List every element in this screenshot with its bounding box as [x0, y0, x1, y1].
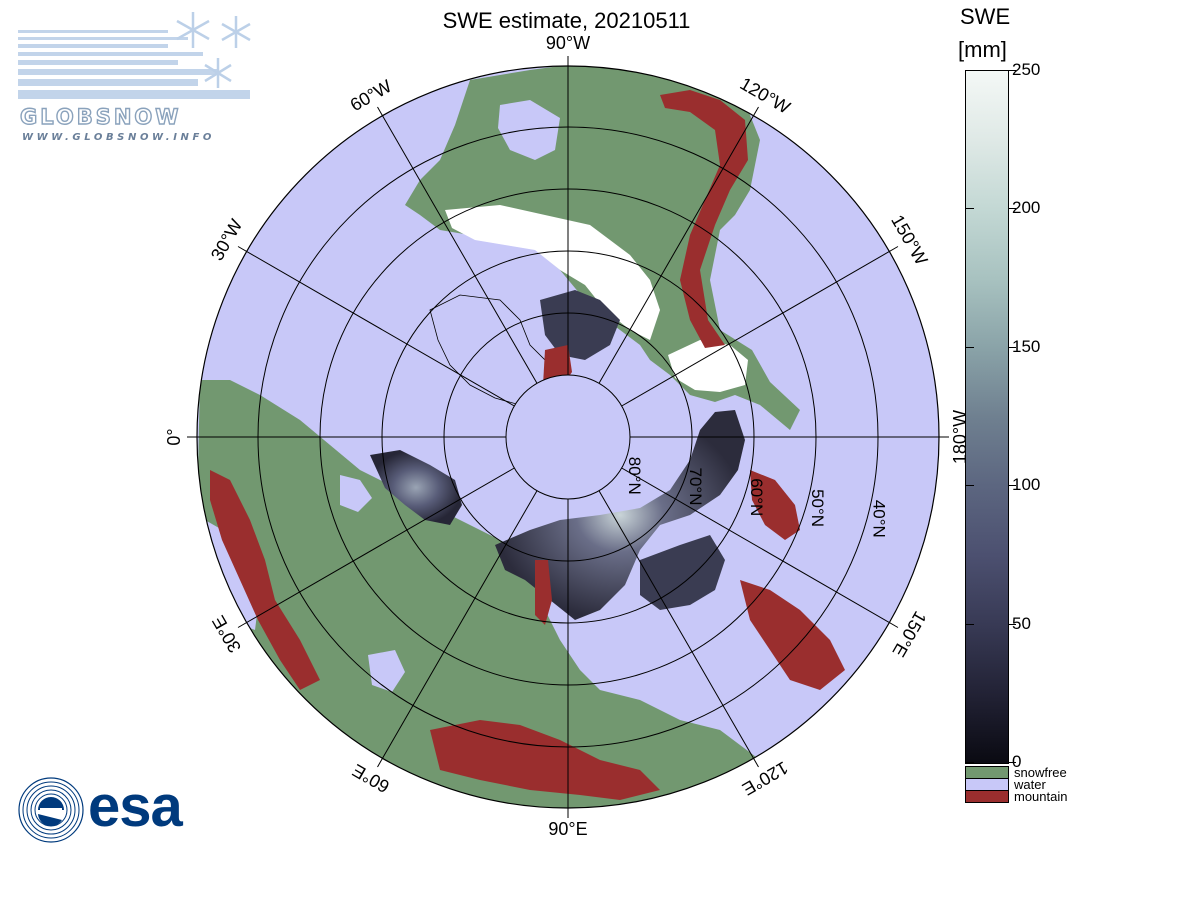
- graticule: [187, 56, 949, 818]
- colorbar-unit: [mm]: [958, 37, 1007, 62]
- longitude-label: 60°E: [349, 760, 393, 797]
- longitude-label: 30°E: [208, 612, 245, 656]
- map-disk: [197, 66, 939, 808]
- snowflake-icon: [176, 12, 251, 88]
- meridian-line: [377, 106, 538, 384]
- hudson-bay: [498, 100, 560, 160]
- latitude-label: 80°N: [625, 457, 644, 495]
- latitude-labels: 80°N 70°N 60°N 50°N 40°N: [625, 457, 888, 538]
- colorbar-tick: [966, 346, 974, 348]
- longitude-label: 30°W: [207, 216, 246, 264]
- globsnow-url: WWW.GLOBSNOW.INFO: [22, 132, 216, 143]
- latitude-label: 60°N: [747, 478, 766, 516]
- scandinavia-snow: [370, 450, 462, 525]
- mediterranean-sea: [205, 520, 260, 630]
- colorbar-tick: [1008, 346, 1016, 348]
- longitude-label: 120°E: [739, 757, 792, 799]
- colorbar-tick: [966, 485, 974, 487]
- east-siberia-snow: [640, 535, 725, 610]
- colorbar-tick: [966, 70, 974, 71]
- map-title: SWE estimate, 20210511: [442, 8, 691, 33]
- longitude-label: 90°W: [546, 33, 590, 53]
- colorbar-tick: [966, 208, 974, 210]
- longitude-label: 90°E: [548, 819, 587, 839]
- colorbar-tick: [1008, 485, 1016, 487]
- colorbar-tick-label: 0: [1012, 752, 1022, 771]
- colorbar-tick-label: 250: [1012, 60, 1041, 79]
- meridian-line: [377, 490, 538, 768]
- colorbar-category-label: snowfree: [1014, 765, 1067, 780]
- eurasia-mountains-west: [210, 470, 320, 690]
- siberia-snow-pack: [495, 410, 745, 620]
- north-america-mountains: [660, 90, 748, 348]
- alaska-snow-pack: [668, 340, 748, 392]
- baltic-sea: [340, 475, 372, 512]
- meridian-line: [621, 467, 899, 628]
- colorbar-tick: [1008, 623, 1016, 625]
- colorbar-tick: [966, 762, 974, 763]
- colorbar-gradient: [965, 70, 1009, 764]
- colorbar-tick: [1008, 208, 1016, 210]
- esa-logo: esa: [16, 774, 226, 845]
- meridian-line: [598, 490, 759, 768]
- eurasia-mountains-east: [740, 580, 845, 690]
- colorbar-tick: [1008, 70, 1016, 71]
- esa-emblem-icon: [18, 777, 84, 843]
- meridian-line: [621, 246, 899, 407]
- globsnow-logo: GLOBSNOW WWW.GLOBSNOW.INFO: [18, 10, 268, 143]
- polar-cap: [506, 375, 630, 499]
- latitude-label: 40°N: [869, 500, 888, 538]
- globsnow-wordmark: GLOBSNOW: [19, 104, 182, 129]
- meridian-line: [598, 106, 759, 384]
- colorbar-tick-label: 200: [1012, 198, 1041, 218]
- esa-wordmark: esa: [88, 774, 183, 839]
- globsnow-logo-graphic: [18, 12, 251, 99]
- ural-mountains: [535, 560, 552, 625]
- longitude-label: 150°E: [888, 608, 930, 661]
- colorbar-category-label: mountain: [1014, 789, 1068, 804]
- meridian-line: [237, 467, 515, 628]
- colorbar-category-label: water: [1014, 777, 1046, 792]
- colorbar-tick: [1008, 762, 1016, 763]
- latitude-label: 50°N: [808, 489, 827, 527]
- longitude-label: 0°: [164, 428, 184, 445]
- colorbar-tick-label: 150: [1012, 336, 1041, 356]
- longitude-label: 60°W: [347, 76, 395, 115]
- arctic-archipelago-snow: [540, 290, 620, 360]
- colorbar-category-swatch: [965, 790, 1009, 803]
- colorbar-tick: [966, 623, 974, 625]
- longitude-label: 180°W: [950, 410, 970, 464]
- eurasia-mountains-central: [430, 720, 660, 800]
- meridian-line: [237, 246, 515, 407]
- latitude-label: 70°N: [686, 468, 705, 506]
- colorbar-title: SWE: [960, 4, 1011, 29]
- europe-africa-landmass: [198, 380, 760, 808]
- colorbar-tick-label: 100: [1012, 475, 1041, 495]
- chukotka-mountains: [750, 470, 800, 540]
- colorbar-tick-label: 50: [1012, 613, 1031, 633]
